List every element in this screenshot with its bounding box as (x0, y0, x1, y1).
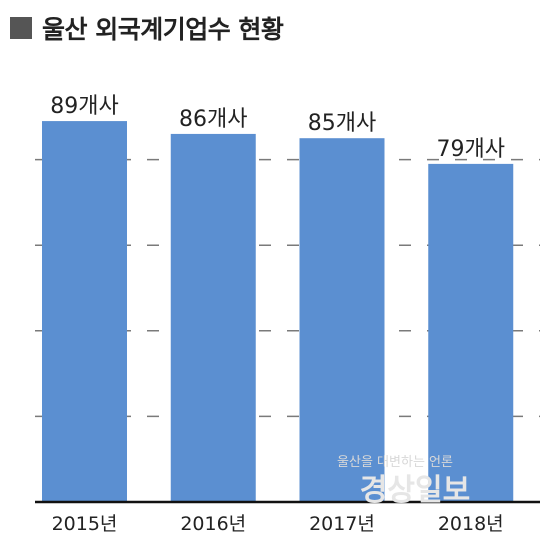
bar-2 (299, 138, 385, 502)
bar-value-label: 89개사 (50, 94, 118, 119)
x-tick-label: 2016년 (180, 513, 246, 535)
title-marker-square (10, 17, 32, 39)
watermark-tagline: 울산을 대변하는 언론 (337, 455, 453, 470)
x-tick-label: 2018년 (438, 513, 504, 535)
bar-1 (170, 133, 256, 503)
bar-0 (42, 121, 127, 502)
bar-value-label: 79개사 (437, 137, 505, 162)
watermark-brand: 경상일보 (360, 473, 470, 508)
x-tick-label: 2015년 (52, 513, 118, 535)
x-tick-labels: 2015년 2016년 2017년 2018년 (52, 513, 504, 535)
bars (42, 121, 514, 503)
bar-value-label: 85개사 (308, 111, 376, 136)
bar-value-labels: 89개사 86개사 85개사 79개사 (50, 94, 505, 162)
chart-title-block: 울산 외국계기업수 현황 (10, 10, 284, 46)
watermark: 울산을 대변하는 언론 경상일보 (337, 455, 470, 508)
bar-3 (428, 163, 514, 502)
x-tick-label: 2017년 (309, 513, 375, 535)
bar-value-label: 86개사 (179, 107, 247, 132)
chart-title: 울산 외국계기업수 현황 (42, 15, 284, 44)
